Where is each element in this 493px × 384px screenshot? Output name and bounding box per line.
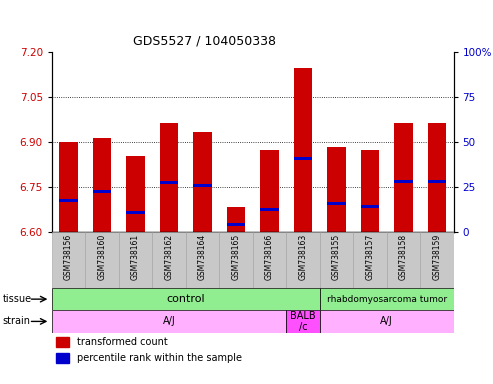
Text: tissue: tissue [2, 294, 32, 304]
Text: BALB
/c: BALB /c [290, 311, 316, 332]
Bar [186, 232, 219, 288]
Bar [227, 223, 245, 226]
Text: GSM738158: GSM738158 [399, 234, 408, 280]
Bar [93, 190, 111, 193]
Bar [56, 338, 69, 347]
Text: strain: strain [2, 316, 31, 326]
Bar [327, 147, 346, 232]
Bar [56, 353, 69, 363]
Text: GDS5527 / 104050338: GDS5527 / 104050338 [133, 35, 276, 48]
Bar [294, 68, 312, 232]
Text: GSM738164: GSM738164 [198, 234, 207, 280]
Bar [319, 232, 353, 288]
Bar [260, 208, 279, 211]
Bar [160, 181, 178, 184]
Text: rhabdomyosarcoma tumor: rhabdomyosarcoma tumor [326, 295, 447, 304]
Bar [52, 232, 85, 288]
Bar [319, 310, 454, 333]
Bar [253, 232, 286, 288]
Text: GSM738162: GSM738162 [165, 234, 174, 280]
Text: GSM738163: GSM738163 [298, 234, 308, 280]
Bar [193, 184, 211, 187]
Bar [219, 232, 253, 288]
Bar [227, 207, 245, 232]
Text: GSM738161: GSM738161 [131, 234, 140, 280]
Text: transformed count: transformed count [77, 337, 168, 347]
Bar [286, 232, 319, 288]
Bar [427, 180, 446, 183]
Bar [59, 199, 78, 202]
Bar [286, 310, 319, 333]
Bar [387, 232, 420, 288]
Text: percentile rank within the sample: percentile rank within the sample [77, 353, 242, 363]
Text: GSM738157: GSM738157 [365, 234, 374, 280]
Bar [427, 122, 446, 232]
Bar [85, 232, 119, 288]
Bar [126, 156, 144, 232]
Bar [294, 157, 312, 160]
Bar [361, 150, 379, 232]
Text: GSM738160: GSM738160 [98, 234, 106, 280]
Bar [420, 232, 454, 288]
Bar [394, 180, 413, 183]
Bar [152, 232, 186, 288]
Text: A/J: A/J [380, 316, 393, 326]
Bar [93, 137, 111, 232]
Text: GSM738166: GSM738166 [265, 234, 274, 280]
Bar [59, 142, 78, 232]
Text: GSM738156: GSM738156 [64, 234, 73, 280]
Bar [361, 205, 379, 208]
Bar [126, 211, 144, 214]
Text: A/J: A/J [163, 316, 176, 326]
Text: GSM738165: GSM738165 [231, 234, 241, 280]
Bar [394, 122, 413, 232]
Bar [52, 288, 319, 310]
Bar [52, 310, 286, 333]
Text: GSM738159: GSM738159 [432, 234, 441, 280]
Bar [160, 122, 178, 232]
Bar [119, 232, 152, 288]
Bar [327, 202, 346, 205]
Bar [319, 288, 454, 310]
Text: GSM738155: GSM738155 [332, 234, 341, 280]
Text: control: control [166, 294, 205, 304]
Bar [353, 232, 387, 288]
Bar [260, 150, 279, 232]
Bar [193, 132, 211, 232]
